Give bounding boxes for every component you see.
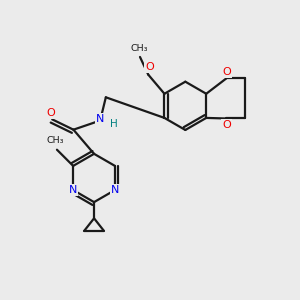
Text: CH₃: CH₃ [47,136,64,146]
Text: N: N [96,114,105,124]
Text: N: N [69,185,77,195]
Text: O: O [145,62,154,72]
Text: H: H [110,119,118,129]
Text: N: N [111,185,119,195]
Text: O: O [222,120,231,130]
Text: CH₃: CH₃ [130,44,148,52]
Text: O: O [222,67,231,77]
Text: O: O [46,108,55,118]
